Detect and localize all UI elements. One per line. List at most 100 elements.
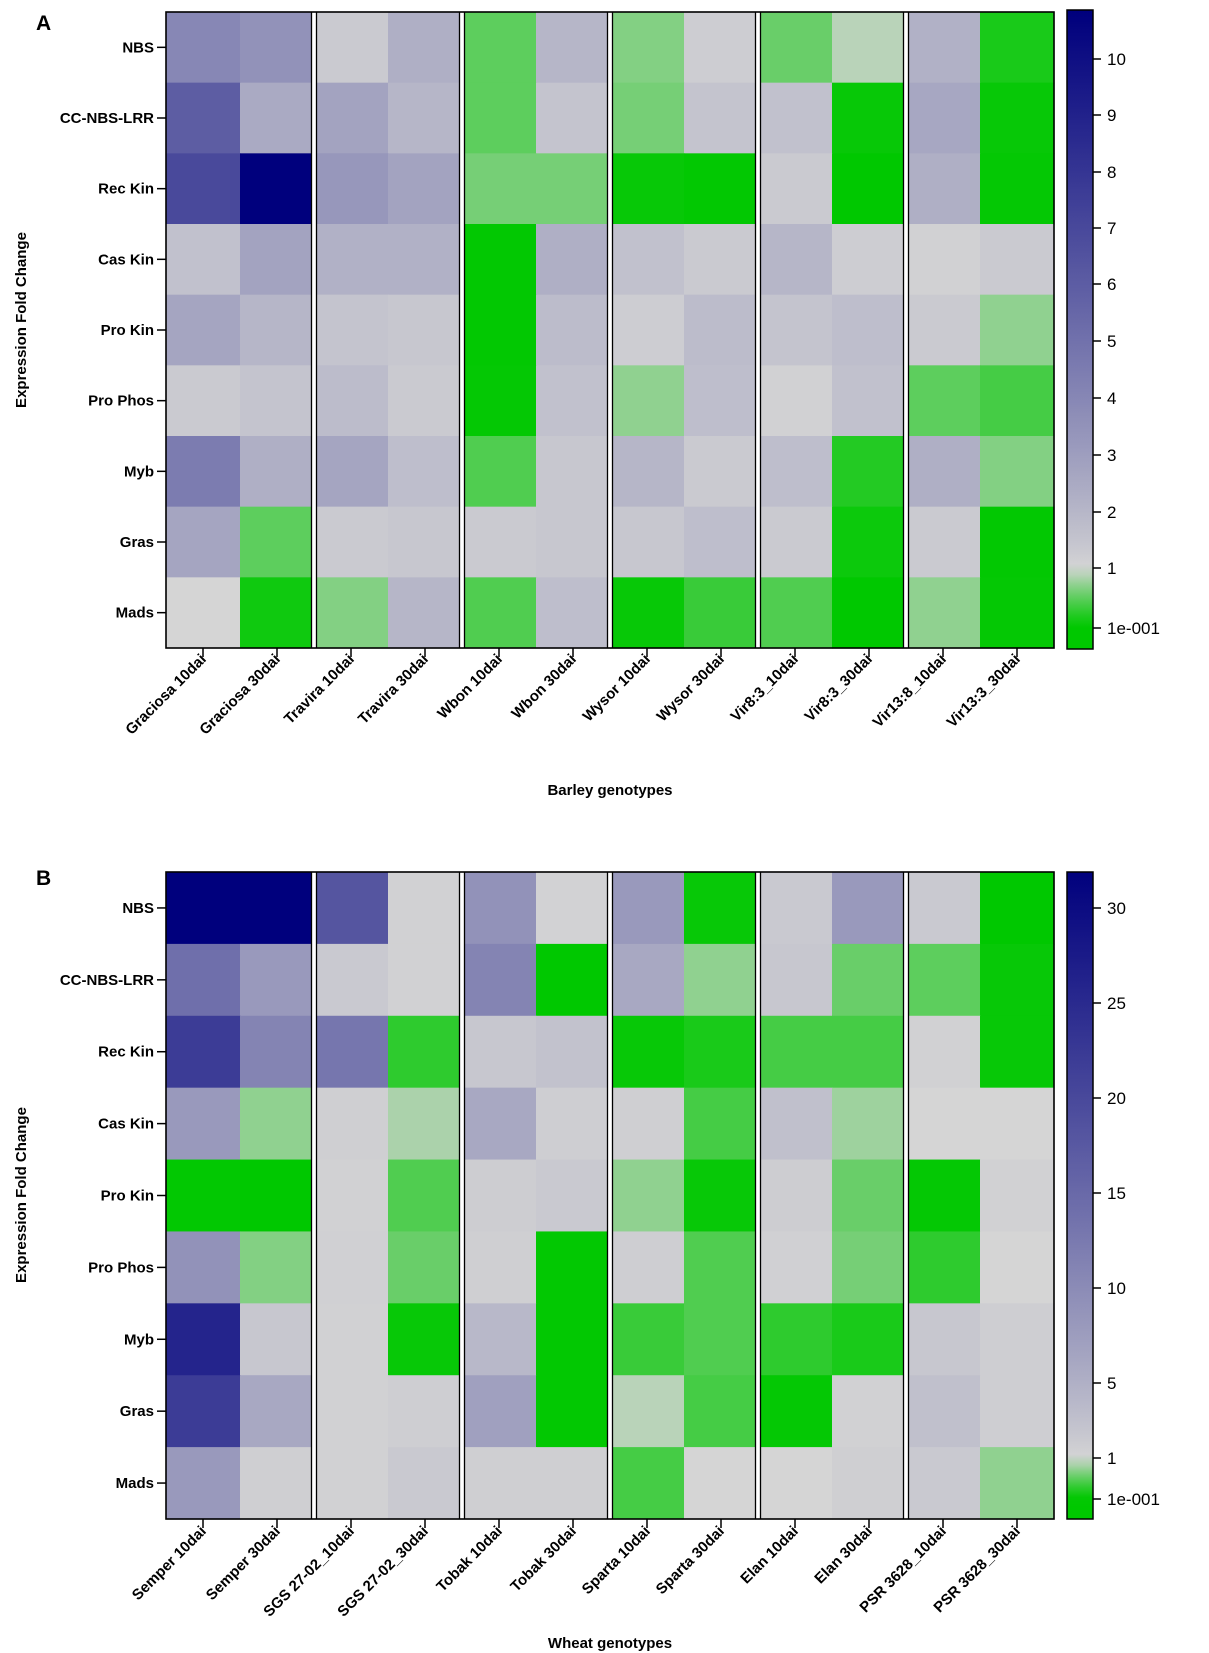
heatmap-cell-rec-kin-psr-3628-30dai <box>980 1015 1055 1089</box>
column-label-elan-10dai: Elan 10dai <box>737 1523 801 1587</box>
column-label-wbon-30dai: Wbon 30dai <box>508 651 580 723</box>
heatmap-cell-gras-tobak-10dai <box>462 1375 537 1448</box>
heatmap-cell-pro-kin-sgs-27-02-30dai <box>388 1159 463 1233</box>
heatmap-cell-myb-sparta-30dai <box>684 1303 759 1376</box>
heatmap-cell-mads-elan-10dai <box>758 1447 833 1520</box>
group-separator <box>607 872 613 1519</box>
heatmap-cell-cc-nbs-lrr-wbon-10dai <box>462 82 537 154</box>
colorbar-tick-label: 1e-001 <box>1107 1490 1160 1509</box>
colorbar-tick-label: 1e-001 <box>1107 619 1160 638</box>
heatmap-cell-cas-kin-graciosa-10dai <box>166 224 241 296</box>
column-label-travira-30dai: Travira 30dai <box>355 651 432 728</box>
heatmap-cell-pro-phos-tobak-10dai <box>462 1231 537 1304</box>
heatmap-cell-mads-vir13-8-10dai <box>906 577 981 649</box>
heatmap-cell-myb-vir13-3-30dai <box>980 436 1055 508</box>
heatmap-cell-cas-kin-travira-30dai <box>388 224 463 296</box>
heatmap-cell-cas-kin-tobak-30dai <box>536 1087 611 1161</box>
heatmap-cell-gras-wysor-30dai <box>684 506 759 578</box>
heatmap-cell-nbs-psr-3628-30dai <box>980 872 1055 945</box>
heatmap-cell-nbs-elan-10dai <box>758 872 833 945</box>
heatmap-cell-pro-kin-wysor-10dai <box>610 294 685 366</box>
heatmap-cell-nbs-sgs-27-02-30dai <box>388 872 463 945</box>
heatmap-cell-cas-kin-semper-30dai <box>240 1087 315 1161</box>
heatmap-cell-myb-psr-3628-30dai <box>980 1303 1055 1376</box>
column-label-vir8-3-30dai: Vir8:3_30dai <box>801 651 875 725</box>
heatmap-cell-rec-kin-vir8-3-10dai <box>758 153 833 225</box>
heatmap-cell-cas-kin-elan-30dai <box>832 1087 907 1161</box>
group-separator <box>755 12 761 648</box>
row-label-cc-nbs-lrr: CC-NBS-LRR <box>60 110 154 127</box>
heatmap-cell-cas-kin-wysor-10dai <box>610 224 685 296</box>
heatmap-cell-pro-phos-psr-3628-10dai <box>906 1231 981 1304</box>
heatmap-cell-nbs-sparta-30dai <box>684 872 759 945</box>
heatmap-cell-pro-phos-vir13-8-10dai <box>906 365 981 437</box>
heatmap-cell-myb-wbon-30dai <box>536 436 611 508</box>
column-label-sparta-10dai: Sparta 10dai <box>579 1523 654 1598</box>
heatmap-cell-pro-phos-wbon-30dai <box>536 365 611 437</box>
row-label-myb: Myb <box>124 463 154 480</box>
colorbar-tick-label: 1 <box>1107 1449 1116 1468</box>
heatmap-cell-pro-phos-psr-3628-30dai <box>980 1231 1055 1304</box>
heatmap-cell-pro-phos-vir13-3-30dai <box>980 365 1055 437</box>
heatmap-cell-cc-nbs-lrr-elan-10dai <box>758 943 833 1017</box>
heatmap-cell-gras-graciosa-10dai <box>166 506 241 578</box>
heatmap-cell-pro-phos-graciosa-10dai <box>166 365 241 437</box>
heatmap-cell-cas-kin-semper-10dai <box>166 1087 241 1161</box>
group-separator <box>903 12 909 648</box>
colorbar-tick-label: 10 <box>1107 50 1126 69</box>
heatmap-cell-rec-kin-sgs-27-02-30dai <box>388 1015 463 1089</box>
heatmap-cell-cc-nbs-lrr-wysor-10dai <box>610 82 685 154</box>
row-label-myb: Myb <box>124 1331 154 1348</box>
heatmap-cell-cas-kin-vir8-3-30dai <box>832 224 907 296</box>
heatmap-cell-rec-kin-psr-3628-10dai <box>906 1015 981 1089</box>
heatmap-cell-pro-phos-wysor-30dai <box>684 365 759 437</box>
row-label-nbs: NBS <box>122 900 154 917</box>
heatmap-cell-cc-nbs-lrr-wbon-30dai <box>536 82 611 154</box>
row-label-cc-nbs-lrr: CC-NBS-LRR <box>60 972 154 989</box>
heatmap-cell-cas-kin-vir8-3-10dai <box>758 224 833 296</box>
column-label-wbon-10dai: Wbon 10dai <box>434 651 506 723</box>
heatmap-panel-a: A NBS CC-NBS-LRR Rec Kin Cas Kin Pro Kin Pro P… <box>13 9 1160 799</box>
heatmap-cell-pro-phos-sparta-30dai <box>684 1231 759 1304</box>
heatmap-cell-cc-nbs-lrr-sgs-27-02-10dai <box>314 943 389 1017</box>
heatmap-cell-mads-vir8-3-10dai <box>758 577 833 649</box>
heatmap-cell-gras-vir13-8-10dai <box>906 506 981 578</box>
heatmap-cell-cas-kin-wbon-30dai <box>536 224 611 296</box>
colorbar <box>1066 871 1094 1520</box>
heatmap-cell-cas-kin-sgs-27-02-10dai <box>314 1087 389 1161</box>
heatmap-cell-rec-kin-sgs-27-02-10dai <box>314 1015 389 1089</box>
row-label-nbs: NBS <box>122 39 154 56</box>
heatmap-cell-mads-travira-30dai <box>388 577 463 649</box>
heatmap-cell-cc-nbs-lrr-tobak-10dai <box>462 943 537 1017</box>
heatmap-cell-cas-kin-wbon-10dai <box>462 224 537 296</box>
heatmap-cell-cc-nbs-lrr-graciosa-10dai <box>166 82 241 154</box>
heatmap-cell-pro-kin-sparta-10dai <box>610 1159 685 1233</box>
heatmap-cell-pro-kin-psr-3628-10dai <box>906 1159 981 1233</box>
heatmap-cell-nbs-travira-30dai <box>388 12 463 84</box>
heatmap-cell-gras-vir13-3-30dai <box>980 506 1055 578</box>
heatmap-cell-cas-kin-psr-3628-10dai <box>906 1087 981 1161</box>
heatmap-cell-gras-wbon-30dai <box>536 506 611 578</box>
heatmap-cell-rec-kin-semper-30dai <box>240 1015 315 1089</box>
row-label-pro-phos: Pro Phos <box>88 1259 154 1276</box>
heatmap-cell-mads-sgs-27-02-30dai <box>388 1447 463 1520</box>
row-label-mads: Mads <box>116 605 154 622</box>
group-separator <box>459 872 465 1519</box>
row-label-pro-kin: Pro Kin <box>101 1188 154 1205</box>
heatmap-cell-myb-wbon-10dai <box>462 436 537 508</box>
heatmap-cell-mads-elan-30dai <box>832 1447 907 1520</box>
heatmap-cell-rec-kin-travira-10dai <box>314 153 389 225</box>
heatmap-cell-rec-kin-wbon-10dai <box>462 153 537 225</box>
heatmap-cell-nbs-vir13-3-30dai <box>980 12 1055 84</box>
heatmap-cell-rec-kin-graciosa-10dai <box>166 153 241 225</box>
heatmap-cell-pro-phos-sgs-27-02-30dai <box>388 1231 463 1304</box>
heatmap-cell-rec-kin-semper-10dai <box>166 1015 241 1089</box>
heatmap-cell-pro-kin-graciosa-10dai <box>166 294 241 366</box>
heatmap-cell-pro-phos-travira-30dai <box>388 365 463 437</box>
column-label-vir13-8-10dai: Vir13:8_10dai <box>870 651 950 731</box>
heatmap-cell-mads-travira-10dai <box>314 577 389 649</box>
column-label-vir8-3-10dai: Vir8:3_10dai <box>727 651 801 725</box>
group-separator <box>755 872 761 1519</box>
heatmap-cell-nbs-wbon-30dai <box>536 12 611 84</box>
row-label-mads: Mads <box>116 1475 154 1492</box>
